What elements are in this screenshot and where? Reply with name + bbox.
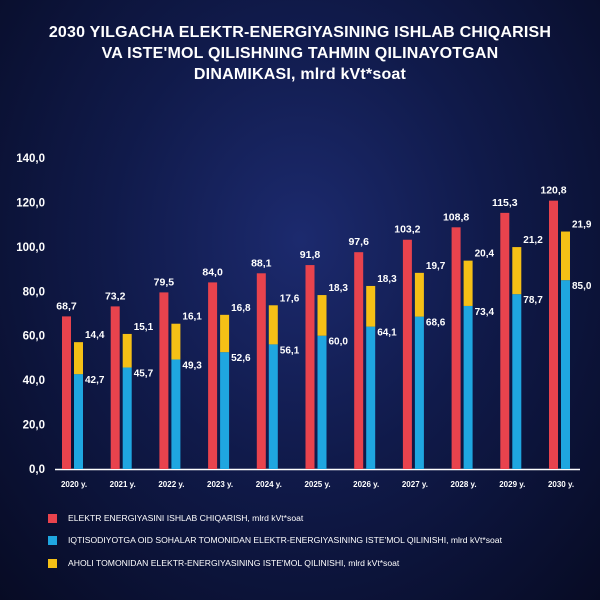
legend-label-population: AHOLI TOMONIDAN ELEKTR-ENERGIYASINING IS… bbox=[68, 558, 400, 568]
data-label-population: 19,7 bbox=[426, 261, 446, 272]
data-label-production: 73,2 bbox=[105, 290, 126, 302]
bar-production bbox=[256, 273, 266, 469]
data-label-economy: 45,7 bbox=[134, 368, 154, 379]
data-label-economy: 56,1 bbox=[280, 345, 300, 356]
chart-title-line-1: 2030 YILGACHA ELEKTR-ENERGIYASINING ISHL… bbox=[48, 24, 552, 41]
x-tick-label: 2026 y. bbox=[353, 480, 379, 489]
legend-item-population: AHOLI TOMONIDAN ELEKTR-ENERGIYASINING IS… bbox=[48, 556, 399, 570]
y-tick-label: 40,0 bbox=[23, 375, 45, 387]
y-tick-label: 140,0 bbox=[16, 153, 45, 165]
bar-production bbox=[500, 212, 510, 469]
legend-item-production: ELEKTR ENERGIYASINI ISHLAB CHIQARISH, ml… bbox=[48, 511, 303, 525]
x-tick-label: 2022 y. bbox=[158, 480, 184, 489]
data-label-population: 17,6 bbox=[280, 293, 300, 304]
legend-swatch-production bbox=[48, 513, 57, 523]
bar-production bbox=[354, 252, 364, 469]
data-label-economy: 73,4 bbox=[475, 307, 495, 318]
data-label-production: 88,1 bbox=[251, 257, 272, 269]
bar-production bbox=[62, 316, 71, 469]
bar-economy bbox=[512, 294, 522, 469]
bar-population bbox=[74, 342, 83, 375]
data-label-production: 103,2 bbox=[394, 224, 420, 236]
y-tick-label: 60,0 bbox=[23, 331, 45, 343]
bar-production bbox=[305, 265, 315, 469]
data-label-population: 18,3 bbox=[329, 283, 349, 294]
bar-population bbox=[171, 323, 181, 360]
bar-production bbox=[451, 227, 461, 469]
chart-title: 2030 YILGACHA ELEKTR-ENERGIYASINING ISHL… bbox=[0, 22, 600, 85]
bar-population bbox=[512, 247, 522, 295]
bar-economy bbox=[171, 359, 181, 469]
chart-title-line-3: DINAMIKASI, mlrd kVt*soat bbox=[193, 66, 407, 83]
data-label-production: 115,3 bbox=[492, 197, 518, 209]
bar-population bbox=[561, 231, 570, 281]
bar-economy bbox=[366, 326, 376, 469]
bar-population bbox=[414, 272, 424, 317]
data-label-production: 91,8 bbox=[300, 249, 321, 261]
data-label-population: 21,2 bbox=[523, 235, 543, 246]
bar-population bbox=[366, 285, 376, 327]
x-tick-label: 2024 y. bbox=[256, 480, 282, 489]
data-label-economy: 42,7 bbox=[85, 375, 105, 386]
bar-economy bbox=[74, 374, 83, 469]
data-label-population: 16,8 bbox=[231, 303, 251, 314]
bar-production bbox=[110, 306, 120, 469]
x-tick-label: 2027 y. bbox=[402, 480, 428, 489]
bar-population bbox=[122, 333, 132, 368]
x-tick-label: 2028 y. bbox=[451, 480, 477, 489]
data-label-population: 15,1 bbox=[134, 322, 154, 333]
data-label-economy: 78,7 bbox=[523, 295, 543, 306]
x-tick-label: 2025 y. bbox=[304, 480, 330, 489]
chart-title-line-2: VA ISTE'MOL QILISHNING TAHMIN QILINAYOTG… bbox=[101, 45, 499, 62]
data-label-production: 120,8 bbox=[540, 185, 566, 197]
data-label-population: 14,4 bbox=[85, 330, 105, 341]
data-label-production: 79,5 bbox=[154, 276, 175, 288]
bar-population bbox=[268, 305, 278, 345]
data-label-population: 18,3 bbox=[377, 274, 397, 285]
data-label-economy: 60,0 bbox=[329, 337, 349, 348]
data-label-production: 108,8 bbox=[443, 211, 469, 223]
x-tick-label: 2023 y. bbox=[207, 480, 233, 489]
bar-economy bbox=[317, 335, 327, 469]
bar-production bbox=[159, 292, 169, 469]
y-tick-label: 20,0 bbox=[23, 420, 45, 432]
bar-production bbox=[549, 200, 558, 469]
y-tick-label: 80,0 bbox=[23, 286, 45, 298]
legend-label-economy: IQTISODIYOTGA OID SOHALAR TOMONIDAN ELEK… bbox=[68, 535, 502, 545]
legend-item-economy: IQTISODIYOTGA OID SOHALAR TOMONIDAN ELEK… bbox=[48, 533, 502, 547]
bar-economy bbox=[220, 352, 230, 469]
bar-production bbox=[208, 282, 218, 469]
bar-production bbox=[402, 239, 412, 469]
data-label-population: 16,1 bbox=[182, 312, 202, 323]
data-label-production: 97,6 bbox=[348, 236, 369, 248]
y-tick-label: 0,0 bbox=[29, 464, 45, 476]
data-label-economy: 52,6 bbox=[231, 353, 251, 364]
data-label-economy: 85,0 bbox=[572, 281, 592, 292]
data-label-economy: 64,1 bbox=[377, 328, 397, 339]
data-label-production: 68,7 bbox=[56, 300, 77, 312]
data-label-population: 20,4 bbox=[475, 249, 495, 260]
x-tick-label: 2021 y. bbox=[110, 480, 136, 489]
data-label-production: 84,0 bbox=[202, 266, 223, 278]
bar-economy bbox=[122, 367, 132, 469]
bar-population bbox=[463, 260, 473, 306]
bar-economy bbox=[414, 316, 424, 469]
legend-swatch-population bbox=[48, 558, 57, 568]
bar-population bbox=[220, 314, 230, 353]
data-label-economy: 68,6 bbox=[426, 318, 446, 329]
bar-economy bbox=[561, 280, 570, 469]
y-tick-label: 120,0 bbox=[16, 197, 45, 209]
x-tick-label: 2030 y. bbox=[548, 480, 574, 489]
bar-economy bbox=[268, 344, 278, 469]
bar-population bbox=[317, 295, 327, 336]
legend-swatch-economy bbox=[48, 535, 57, 545]
data-label-economy: 49,3 bbox=[182, 360, 202, 371]
y-tick-label: 100,0 bbox=[16, 242, 45, 254]
bar-economy bbox=[463, 305, 473, 469]
data-label-population: 21,9 bbox=[572, 220, 592, 231]
legend-label-production: ELEKTR ENERGIYASINI ISHLAB CHIQARISH, ml… bbox=[68, 513, 304, 523]
x-tick-label: 2029 y. bbox=[499, 480, 525, 489]
x-tick-label: 2020 y. bbox=[61, 480, 87, 489]
